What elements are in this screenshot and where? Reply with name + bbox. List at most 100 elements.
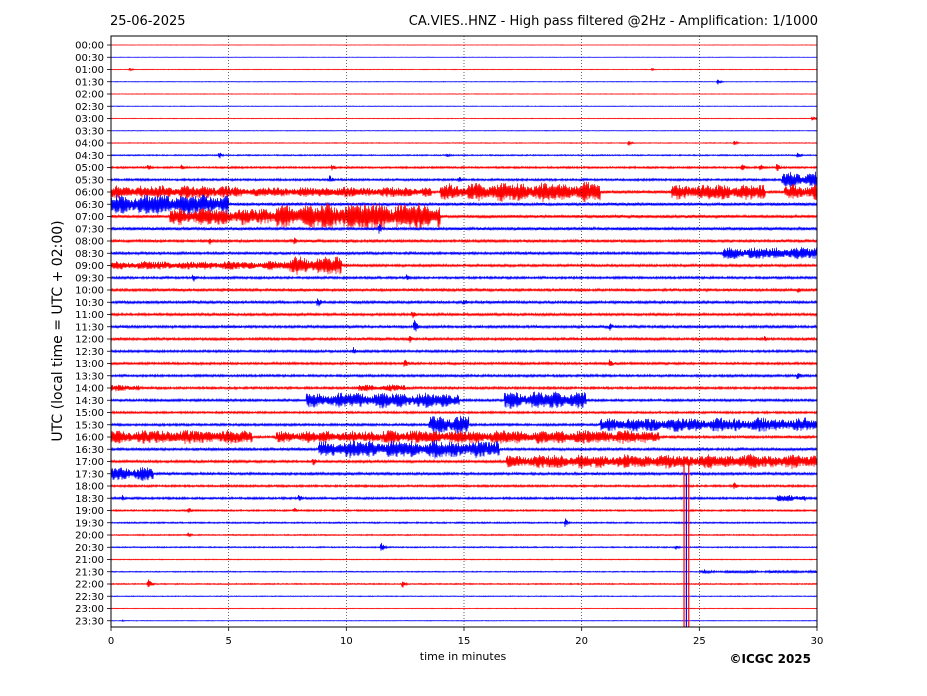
trace-line	[110, 116, 818, 121]
trace-row-0830	[110, 247, 818, 260]
y-tick-label: 02:30	[75, 102, 104, 113]
y-tick-label: 23:30	[75, 616, 104, 627]
x-axis-label: time in minutes	[420, 650, 507, 663]
trace-line	[110, 569, 818, 575]
trace-row-2300	[110, 607, 818, 610]
trace-line	[110, 129, 818, 132]
trace-row-1430	[110, 391, 818, 409]
y-tick-label: 08:30	[75, 249, 104, 260]
trace-row-0430	[110, 152, 818, 159]
y-tick-label: 18:30	[75, 494, 104, 505]
trace-row-1530	[110, 415, 818, 434]
trace-row-1730	[110, 467, 818, 481]
vertical-gridlines	[228, 36, 700, 627]
trace-row-0630	[110, 194, 818, 216]
trace-line	[110, 558, 818, 561]
y-tick-label: 10:30	[75, 298, 104, 309]
trace-line	[110, 79, 818, 85]
trace-row-0300	[110, 116, 818, 121]
trace-row-1500	[110, 410, 818, 415]
y-tick-label: 08:00	[75, 237, 104, 248]
y-tick-label: 11:00	[75, 310, 104, 321]
y-tick-label: 01:00	[75, 65, 104, 76]
y-axis-label: UTC (local time = UTC + 02:00)	[50, 220, 66, 441]
trace-line	[110, 429, 818, 445]
y-tick-label: 06:00	[75, 188, 104, 199]
plot-frame	[110, 35, 818, 628]
chart-title: CA.VIES..HNZ - High pass filtered @2Hz -…	[409, 14, 818, 29]
y-tick-label: 09:00	[75, 261, 104, 272]
x-tick-label: 30	[811, 636, 824, 647]
trace-row-1630	[110, 439, 818, 459]
trace-line	[110, 152, 818, 159]
trace-row-1030	[110, 298, 818, 307]
y-tick-label: 22:30	[75, 592, 104, 603]
trace-line	[110, 619, 818, 623]
y-tick-label: 02:00	[75, 90, 104, 101]
x-tick-label: 10	[340, 636, 353, 647]
trace-row-0230	[110, 105, 818, 108]
trace-row-2130	[110, 569, 818, 575]
y-tick-label: 01:30	[75, 77, 104, 88]
y-tick-label: 05:00	[75, 163, 104, 174]
trace-line	[110, 256, 818, 275]
x-tick-label: 0	[108, 636, 114, 647]
y-tick-label: 04:00	[75, 139, 104, 150]
y-tick-label: 14:30	[75, 396, 104, 407]
x-tick-label: 5	[225, 636, 231, 647]
y-tick-label: 15:30	[75, 420, 104, 431]
y-tick-label: 04:30	[75, 151, 104, 162]
trace-row-2100	[110, 558, 818, 561]
trace-row-0600	[110, 181, 818, 203]
y-tick-label: 03:30	[75, 126, 104, 137]
y-tick-label: 12:00	[75, 335, 104, 346]
trace-line	[110, 247, 818, 260]
y-tick-label: 05:30	[75, 175, 104, 186]
x-tick-label: 15	[458, 636, 471, 647]
trace-row-0400	[110, 140, 818, 146]
trace-row-0130	[110, 79, 818, 85]
trace-line	[110, 415, 818, 434]
trace-row-2230	[110, 595, 818, 598]
trace-line	[110, 607, 818, 610]
trace-line	[110, 410, 818, 415]
trace-line	[110, 140, 818, 146]
trace-row-2330	[110, 619, 818, 623]
trace-line	[110, 287, 818, 293]
y-tick-label: 07:00	[75, 212, 104, 223]
trace-line	[110, 391, 818, 409]
y-tick-label: 14:00	[75, 384, 104, 395]
trace-line	[110, 439, 818, 459]
x-axis-ticks: 0 5 10 15 20 25 30	[108, 627, 824, 647]
y-tick-label: 15:00	[75, 408, 104, 419]
y-tick-label: 21:30	[75, 567, 104, 578]
y-tick-label: 06:30	[75, 200, 104, 211]
trace-line	[110, 274, 818, 282]
y-tick-label: 00:00	[75, 41, 104, 52]
y-tick-label: 11:30	[75, 322, 104, 333]
y-tick-label: 07:30	[75, 224, 104, 235]
x-tick-label: 25	[693, 636, 706, 647]
y-tick-label: 21:00	[75, 555, 104, 566]
trace-line	[110, 595, 818, 598]
trace-line	[110, 579, 818, 588]
y-tick-label: 18:00	[75, 482, 104, 493]
trace-row-1100	[110, 311, 818, 319]
trace-row-0900	[110, 256, 818, 275]
y-tick-label: 13:30	[75, 371, 104, 382]
y-tick-label: 23:00	[75, 604, 104, 615]
y-tick-label: 09:30	[75, 273, 104, 284]
y-tick-label: 19:00	[75, 506, 104, 517]
y-tick-label: 10:00	[75, 286, 104, 297]
trace-line	[110, 311, 818, 319]
y-tick-label: 13:00	[75, 359, 104, 370]
y-tick-label: 16:00	[75, 433, 104, 444]
y-tick-label: 20:30	[75, 543, 104, 554]
y-tick-label: 20:00	[75, 531, 104, 542]
y-tick-label: 03:00	[75, 114, 104, 125]
trace-line	[110, 467, 818, 481]
trace-row-1600	[110, 429, 818, 445]
trace-row-0330	[110, 129, 818, 132]
